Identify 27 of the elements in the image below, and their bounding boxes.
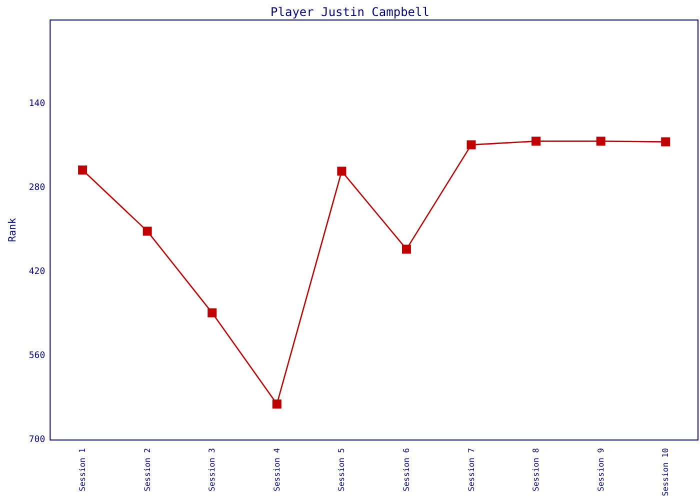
x-tick-label: Session 10 <box>661 448 670 496</box>
x-tick-label: Session 5 <box>337 448 346 492</box>
point <box>78 166 88 174</box>
point <box>272 400 282 408</box>
point <box>532 136 541 146</box>
point <box>466 140 476 150</box>
x-tick-label: Session 9 <box>596 448 606 492</box>
y-tick-label: 420 <box>28 267 46 277</box>
y-tick-label: 560 <box>28 351 46 361</box>
x-tick-label: Session 4 <box>272 448 282 492</box>
point <box>402 244 411 254</box>
chart-title: Player Justin Campbell <box>270 5 430 19</box>
x-tick-label: Session 7 <box>466 448 476 492</box>
x-tick-label: Session 2 <box>142 448 152 492</box>
x-tick-label: Session 8 <box>532 448 541 492</box>
y-tick-label: 140 <box>28 99 46 109</box>
x-tick-label: Session 3 <box>208 448 217 492</box>
point <box>142 226 152 236</box>
y-axis-title: Rank <box>8 218 18 242</box>
x-tick-label: Session 1 <box>78 448 88 492</box>
y-tick-label: 700 <box>28 435 46 445</box>
point <box>596 136 606 146</box>
y-tick-label: 280 <box>28 183 46 193</box>
point <box>208 308 217 318</box>
point <box>661 137 670 146</box>
point <box>337 166 346 176</box>
x-tick-label: Session 6 <box>402 448 411 492</box>
